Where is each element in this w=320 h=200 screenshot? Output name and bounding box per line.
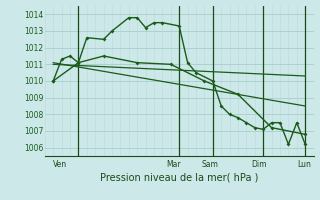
Text: Mar: Mar <box>166 160 180 169</box>
Text: Ven: Ven <box>53 160 67 169</box>
Text: Lun: Lun <box>297 160 311 169</box>
Text: Dim: Dim <box>252 160 267 169</box>
X-axis label: Pression niveau de la mer( hPa ): Pression niveau de la mer( hPa ) <box>100 173 258 183</box>
Text: Sam: Sam <box>201 160 218 169</box>
